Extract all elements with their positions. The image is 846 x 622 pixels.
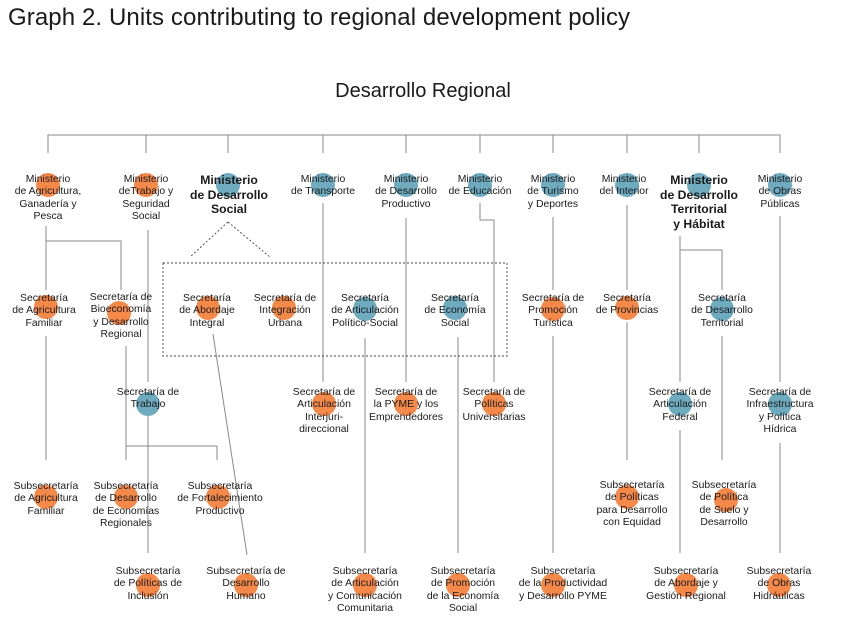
- sec-provincias: Secretaría de Provincias: [595, 293, 659, 317]
- sec-bioeconomia-marker: [107, 301, 131, 325]
- sub-desarrollo-economias-marker: [114, 485, 138, 509]
- sec-promocion-turistica-marker: [541, 297, 565, 321]
- sub-productividad-pyme: Subsecretaría de la Productividad y Desarr…: [518, 566, 608, 602]
- grouping-box: [162, 221, 508, 357]
- min-desarrollo-social: Ministerio de Desarrollo Social: [190, 173, 268, 216]
- sec-infraestructura: Secretaría de Infraestructura y Política Hí…: [746, 387, 814, 436]
- sec-politicas-universitarias-marker: [482, 392, 506, 416]
- sec-abordaje-integral-marker: [196, 296, 220, 320]
- sec-agricultura-familiar: Secretaría de Agricultura Familiar: [12, 293, 76, 329]
- sub-desarrollo-humano-marker: [234, 573, 258, 597]
- sec-trabajo: Secretaría de Trabajo: [116, 387, 180, 411]
- sec-articulacion-federal-marker: [668, 392, 692, 416]
- min-obras-publicas-marker: [768, 173, 792, 197]
- sec-economia-social-marker: [443, 296, 467, 320]
- sec-abordaje-integral: Secretaría de Abordaje Integral: [179, 293, 235, 329]
- sub-abordaje-gestion: Subsecretaría de Abordaje y Gestión Region…: [646, 566, 726, 602]
- min-turismo: Ministerio de Turismo y Deportes: [527, 174, 579, 210]
- min-desarrollo-social-marker: [216, 173, 240, 197]
- sec-articulacion-federal: Secretaría de Articulación Federal: [648, 387, 712, 423]
- min-turismo-marker: [541, 173, 565, 197]
- sub-promocion-economia: Subsecretaría de Promoción de la Economía S…: [426, 566, 500, 615]
- sub-productividad-pyme-marker: [541, 573, 565, 597]
- sec-economia-social: Secretaría de Economía Social: [424, 293, 486, 329]
- sec-agricultura-familiar-marker: [34, 295, 58, 319]
- sec-bioeconomia: Secretaría de Bioeconomía y Desarrollo Regi…: [89, 292, 153, 341]
- sec-pyme-marker: [394, 392, 418, 416]
- min-interior-marker: [615, 173, 639, 197]
- sub-politicas-inclusion: Subsecretaría de Políticas de Inclusión: [113, 566, 183, 602]
- sec-trabajo-marker: [136, 392, 160, 416]
- sub-agricultura-familiar-marker: [34, 485, 58, 509]
- sec-politicas-universitarias: Secretaría de Políticas Universitarias: [462, 387, 526, 423]
- sec-provincias-marker: [615, 296, 639, 320]
- sec-articulacion-politico-social: Secretaría de Articulación Político-Social: [331, 293, 399, 329]
- sub-desarrollo-humano: Subsecretaría de Desarrollo Humano: [206, 566, 286, 602]
- sub-articulacion-comunicacion-marker: [353, 573, 377, 597]
- sub-politica-suelo-marker: [714, 488, 738, 512]
- sub-articulacion-comunicacion: Subsecretaría de Articulación y Comunicaci…: [328, 566, 402, 615]
- sub-fortalecimiento: Subsecretaría de Fortalecimiento Productiv…: [177, 481, 263, 517]
- sub-fortalecimiento-marker: [206, 485, 230, 509]
- min-desarrollo-territorial: Ministerio de Desarrollo Territorial y Hábi…: [660, 173, 738, 231]
- root-node-desarrollo-regional: Desarrollo Regional: [335, 80, 511, 102]
- sec-integracion-urbana: Secretaría de Integración Urbana: [253, 293, 317, 329]
- sub-politicas-desarrollo: Subsecretaría de Políticas para Desarrollo…: [596, 480, 668, 529]
- sub-desarrollo-economias: Subsecretaría de Desarrollo de Economías Re…: [92, 481, 160, 530]
- min-trabajo-marker: [134, 173, 158, 197]
- sub-obras-hidraulicas: Subsecretaría de Obras Hidráulicas: [746, 566, 812, 602]
- sec-integracion-urbana-marker: [272, 296, 296, 320]
- sec-promocion-turistica: Secretaría de Promoción Turística: [521, 293, 585, 329]
- sec-infraestructura-marker: [768, 392, 792, 416]
- sub-agricultura-familiar: Subsecretaría de Agricultura Familiar: [13, 481, 79, 517]
- min-educacion: Ministerio de Educación: [448, 174, 512, 198]
- sec-articulacion-interjurisdiccional: Secretaría de Articulación Interjuri-direc…: [292, 387, 356, 436]
- min-agricultura-marker: [36, 173, 60, 197]
- min-desarrollo-productivo: Ministerio de Desarrollo Productivo: [375, 174, 437, 210]
- sub-politicas-desarrollo-marker: [615, 485, 639, 509]
- sec-pyme: Secretaría de la PYME y los Emprendedores: [369, 387, 443, 423]
- sec-desarrollo-territorial: Secretaría de Desarrollo Territorial: [691, 293, 753, 329]
- min-desarrollo-territorial-marker: [687, 173, 711, 197]
- min-agricultura: Ministerio de Agricultura, Ganadería y Pesc…: [14, 174, 82, 223]
- page-title: Graph 2. Units contributing to regional …: [8, 4, 631, 31]
- tree-connectors: [45, 134, 781, 556]
- sub-politica-suelo: Subsecretaría de Política de Suelo y Desarr…: [691, 480, 757, 529]
- sec-articulacion-politico-social-marker: [353, 297, 377, 321]
- min-transporte: Ministerio de Transporte: [290, 174, 356, 198]
- min-interior: Ministerio del Interior: [599, 174, 649, 198]
- sub-politicas-inclusion-marker: [136, 573, 160, 597]
- sec-articulacion-interjurisdiccional-marker: [312, 392, 336, 416]
- min-educacion-marker: [468, 173, 492, 197]
- min-desarrollo-productivo-marker: [394, 173, 418, 197]
- sub-abordaje-gestion-marker: [674, 573, 698, 597]
- sec-desarrollo-territorial-marker: [710, 297, 734, 321]
- min-trabajo: Ministerio deTrabajo y Seguridad Social: [118, 174, 174, 223]
- min-transporte-marker: [311, 173, 335, 197]
- min-obras-publicas: Ministerio de Obras Públicas: [757, 174, 803, 210]
- sub-promocion-economia-marker: [446, 573, 470, 597]
- sub-obras-hidraulicas-marker: [767, 573, 791, 597]
